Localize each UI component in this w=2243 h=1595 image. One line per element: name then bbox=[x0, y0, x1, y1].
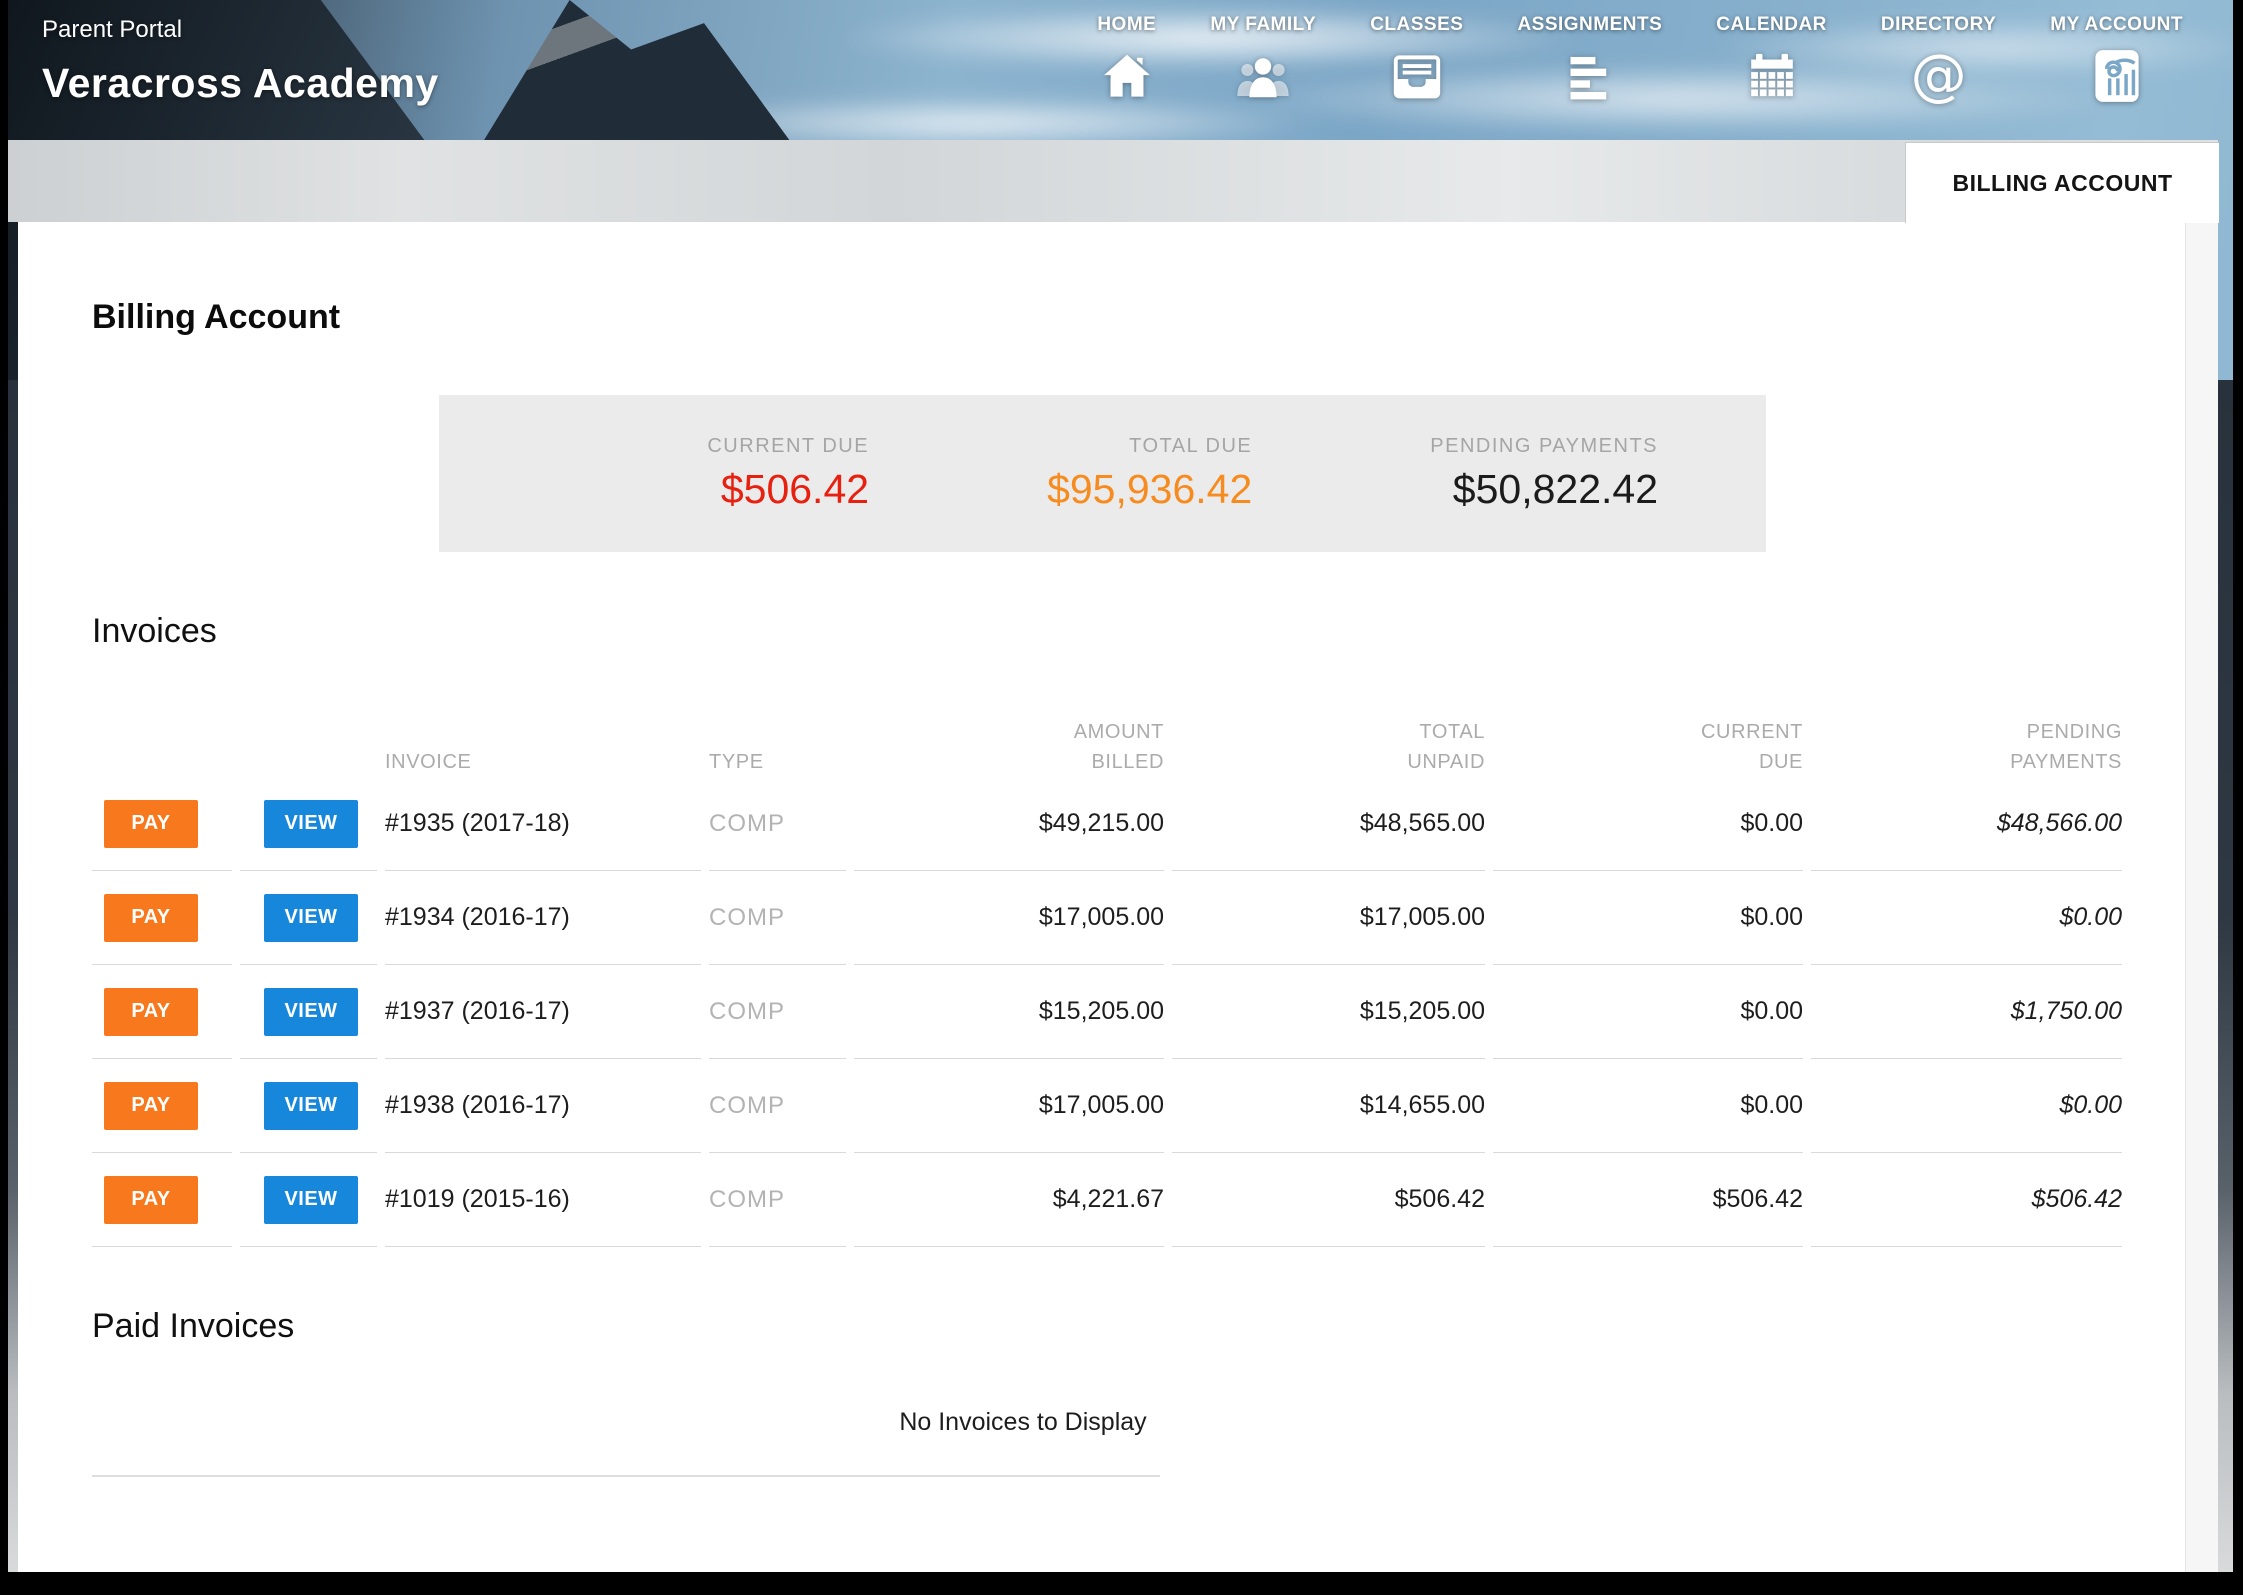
nav-item-assignments[interactable]: ASSIGNMENTS bbox=[1517, 14, 1662, 104]
amount-billed: $49,215.00 bbox=[854, 777, 1164, 871]
nav-item-directory[interactable]: DIRECTORY @ bbox=[1880, 14, 1997, 108]
nav-item-calendar[interactable]: CALENDAR bbox=[1716, 14, 1827, 104]
total-unpaid: $17,005.00 bbox=[1172, 871, 1485, 965]
pending-payments: $506.42 bbox=[1811, 1153, 2122, 1247]
school-name: Veracross Academy bbox=[42, 60, 439, 106]
subheader-band bbox=[8, 140, 2218, 222]
current-due-value: $506.42 bbox=[720, 465, 870, 512]
nav-item-my-family[interactable]: MY FAMILY bbox=[1210, 14, 1316, 104]
header-amount-billed: AMOUNT BILLED bbox=[1073, 721, 1164, 773]
invoice-row: PAY VIEW #1937 (2016-17) COMP $15,205.00… bbox=[92, 965, 2122, 1059]
header-view bbox=[240, 695, 377, 777]
header-pay bbox=[92, 695, 232, 777]
assignments-icon bbox=[1564, 48, 1616, 104]
summary-pending-payments: PENDING PAYMENTS $50,822.42 bbox=[1430, 434, 1658, 512]
invoice-type: COMP bbox=[709, 777, 846, 871]
header-total-unpaid: TOTAL UNPAID bbox=[1407, 721, 1485, 773]
invoice-type: COMP bbox=[709, 1059, 846, 1153]
invoice-row: PAY VIEW #1019 (2015-16) COMP $4,221.67 … bbox=[92, 1153, 2122, 1247]
summary-total-due: TOTAL DUE $95,936.42 bbox=[1047, 434, 1253, 512]
pay-button[interactable]: PAY bbox=[104, 1081, 198, 1130]
main-nav: HOME MY FAMILY bbox=[1097, 14, 2183, 104]
pay-button[interactable]: PAY bbox=[104, 893, 198, 942]
pay-button[interactable]: PAY bbox=[104, 1175, 198, 1224]
current-due: $0.00 bbox=[1493, 1059, 1803, 1153]
header-current-due: CURRENT DUE bbox=[1701, 721, 1803, 773]
total-unpaid: $14,655.00 bbox=[1172, 1059, 1485, 1153]
invoice-row: PAY VIEW #1934 (2016-17) COMP $17,005.00… bbox=[92, 871, 2122, 965]
current-due: $0.00 bbox=[1493, 965, 1803, 1059]
summary-current-due: CURRENT DUE $506.42 bbox=[707, 434, 870, 512]
invoice-number: #1934 (2016-17) bbox=[385, 871, 701, 965]
content-sheet: Billing Account CURRENT DUE $506.42 TOTA… bbox=[18, 222, 2218, 1572]
site-header: Parent Portal Veracross Academy HOME MY … bbox=[8, 0, 2233, 140]
account-icon bbox=[2093, 48, 2141, 104]
amount-billed: $17,005.00 bbox=[854, 871, 1164, 965]
pending-payments: $0.00 bbox=[1811, 871, 2122, 965]
total-unpaid: $48,565.00 bbox=[1172, 777, 1485, 871]
scrollbar-track[interactable] bbox=[2185, 222, 2218, 1572]
calendar-icon bbox=[1746, 48, 1798, 104]
view-button[interactable]: VIEW bbox=[264, 1175, 358, 1224]
paid-invoices-title: Paid Invoices bbox=[92, 1307, 295, 1345]
pay-button[interactable]: PAY bbox=[104, 799, 198, 848]
table-header-row: INVOICE TYPE AMOUNT BILLED TOTAL UNPAID CU… bbox=[92, 695, 2122, 777]
pending-payments: $0.00 bbox=[1811, 1059, 2122, 1153]
view-button[interactable]: VIEW bbox=[264, 799, 358, 848]
view-button[interactable]: VIEW bbox=[264, 1081, 358, 1130]
no-invoices-message: No Invoices to Display bbox=[899, 1408, 1147, 1436]
home-icon bbox=[1101, 48, 1153, 104]
family-icon bbox=[1235, 48, 1291, 104]
invoice-number: #1019 (2015-16) bbox=[385, 1153, 701, 1247]
current-due: $506.42 bbox=[1493, 1153, 1803, 1247]
total-due-value: $95,936.42 bbox=[1047, 465, 1253, 512]
directory-icon: @ bbox=[1910, 43, 1967, 108]
invoice-number: #1935 (2017-18) bbox=[385, 777, 701, 871]
page-title: Billing Account bbox=[92, 298, 341, 336]
browser-viewport: Parent Portal Veracross Academy HOME MY … bbox=[8, 0, 2233, 1572]
invoice-number: #1938 (2016-17) bbox=[385, 1059, 701, 1153]
tab-billing-account[interactable]: BILLING ACCOUNT bbox=[1905, 142, 2219, 223]
pending-payments: $1,750.00 bbox=[1811, 965, 2122, 1059]
invoice-row: PAY VIEW #1935 (2017-18) COMP $49,215.00… bbox=[92, 777, 2122, 871]
cloud-shape bbox=[1708, 18, 2233, 78]
view-button[interactable]: VIEW bbox=[264, 893, 358, 942]
header-pending-payments: PENDING PAYMENTS bbox=[2010, 721, 2122, 773]
portal-label: Parent Portal bbox=[42, 16, 183, 43]
invoices-title: Invoices bbox=[92, 612, 217, 650]
invoice-type: COMP bbox=[709, 1153, 846, 1247]
nav-item-classes[interactable]: CLASSES bbox=[1370, 14, 1463, 104]
pay-button[interactable]: PAY bbox=[104, 987, 198, 1036]
paid-invoices-divider bbox=[92, 1475, 1160, 1477]
nav-item-home[interactable]: HOME bbox=[1097, 14, 1156, 104]
invoice-number: #1937 (2016-17) bbox=[385, 965, 701, 1059]
total-unpaid: $506.42 bbox=[1172, 1153, 1485, 1247]
current-due: $0.00 bbox=[1493, 871, 1803, 965]
amount-billed: $17,005.00 bbox=[854, 1059, 1164, 1153]
billing-summary: CURRENT DUE $506.42 TOTAL DUE $95,936.42… bbox=[439, 395, 1766, 552]
cloud-shape bbox=[828, 6, 1588, 70]
brand: Parent Portal Veracross Academy bbox=[42, 16, 439, 106]
tab-label: BILLING ACCOUNT bbox=[1952, 169, 2173, 196]
header-type: TYPE bbox=[709, 751, 764, 773]
invoice-row: PAY VIEW #1938 (2016-17) COMP $17,005.00… bbox=[92, 1059, 2122, 1153]
pending-payments: $48,566.00 bbox=[1811, 777, 2122, 871]
classes-icon bbox=[1390, 48, 1444, 104]
total-unpaid: $15,205.00 bbox=[1172, 965, 1485, 1059]
amount-billed: $4,221.67 bbox=[854, 1153, 1164, 1247]
invoice-type: COMP bbox=[709, 965, 846, 1059]
header-invoice: INVOICE bbox=[385, 751, 472, 773]
nav-item-my-account[interactable]: MY ACCOUNT bbox=[2050, 14, 2183, 104]
invoices-table: INVOICE TYPE AMOUNT BILLED TOTAL UNPAID CU… bbox=[84, 695, 2130, 1247]
invoice-type: COMP bbox=[709, 871, 846, 965]
pending-payments-value: $50,822.42 bbox=[1452, 465, 1658, 512]
current-due: $0.00 bbox=[1493, 777, 1803, 871]
view-button[interactable]: VIEW bbox=[264, 987, 358, 1036]
amount-billed: $15,205.00 bbox=[854, 965, 1164, 1059]
